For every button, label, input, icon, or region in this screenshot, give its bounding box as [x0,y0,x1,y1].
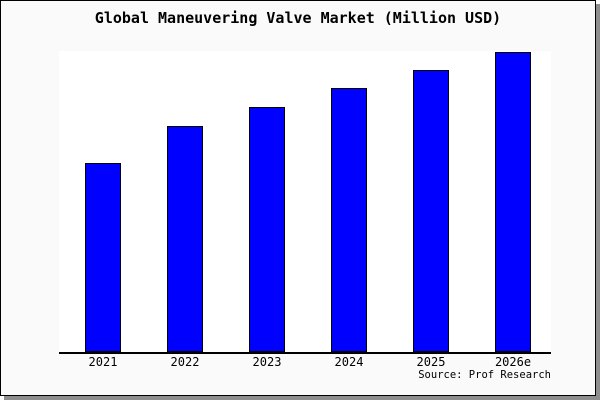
x-tick-label-2022: 2022 [170,355,200,369]
x-tick-label-2026e: 2026e [494,355,532,369]
bar-2024 [331,88,367,352]
bar-2023 [249,107,285,352]
chart-plot-area [59,51,551,354]
bar-2022 [167,126,203,352]
x-tick-label-2025: 2025 [416,355,446,369]
x-tick-label-2024: 2024 [334,355,364,369]
x-tick-label-2021: 2021 [88,355,118,369]
bar-2021 [85,163,121,352]
chart-title: Global Maneuvering Valve Market (Million… [94,9,502,27]
bar-2025 [413,70,449,352]
source-note: Source: Prof Research [418,369,551,381]
bar-2026e [495,52,531,352]
x-tick-label-2023: 2023 [252,355,282,369]
